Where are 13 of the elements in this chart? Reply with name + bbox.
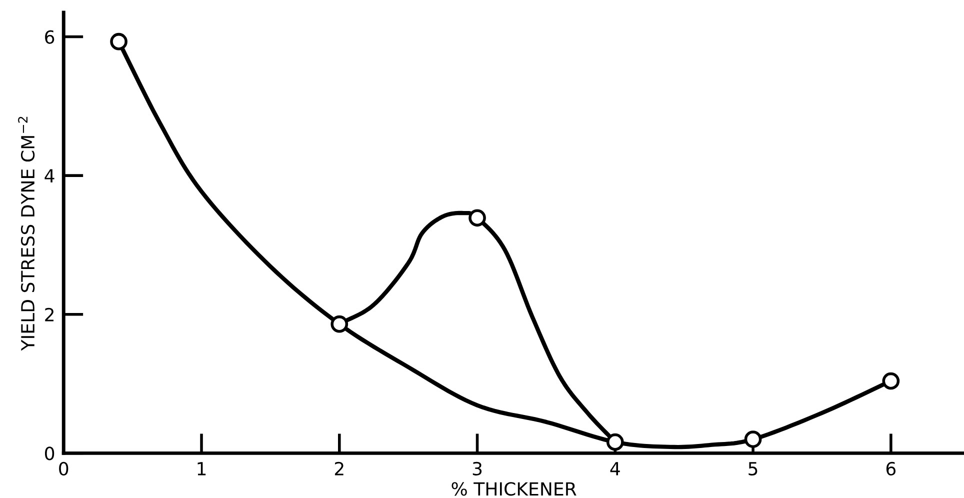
x-axis-title: % THICKENER: [452, 482, 576, 496]
y-tick-label: 0: [44, 446, 54, 460]
y-tick-label: 4: [44, 169, 54, 182]
y-axis-title: YIELD STRESS DYNE CM$^{−2}$: [18, 116, 35, 351]
y-tick-label: 6: [45, 30, 54, 44]
x-tick-label: 0: [59, 462, 68, 476]
y-tick-label: 2: [45, 308, 54, 322]
x-tick-label: 5: [748, 462, 758, 476]
x-tick-label: 3: [472, 462, 482, 476]
x-tick-label: 4: [610, 462, 620, 476]
x-tick-label: 1: [198, 462, 206, 476]
x-tick-label: 6: [886, 462, 896, 476]
x-tick-label: 2: [334, 462, 344, 476]
